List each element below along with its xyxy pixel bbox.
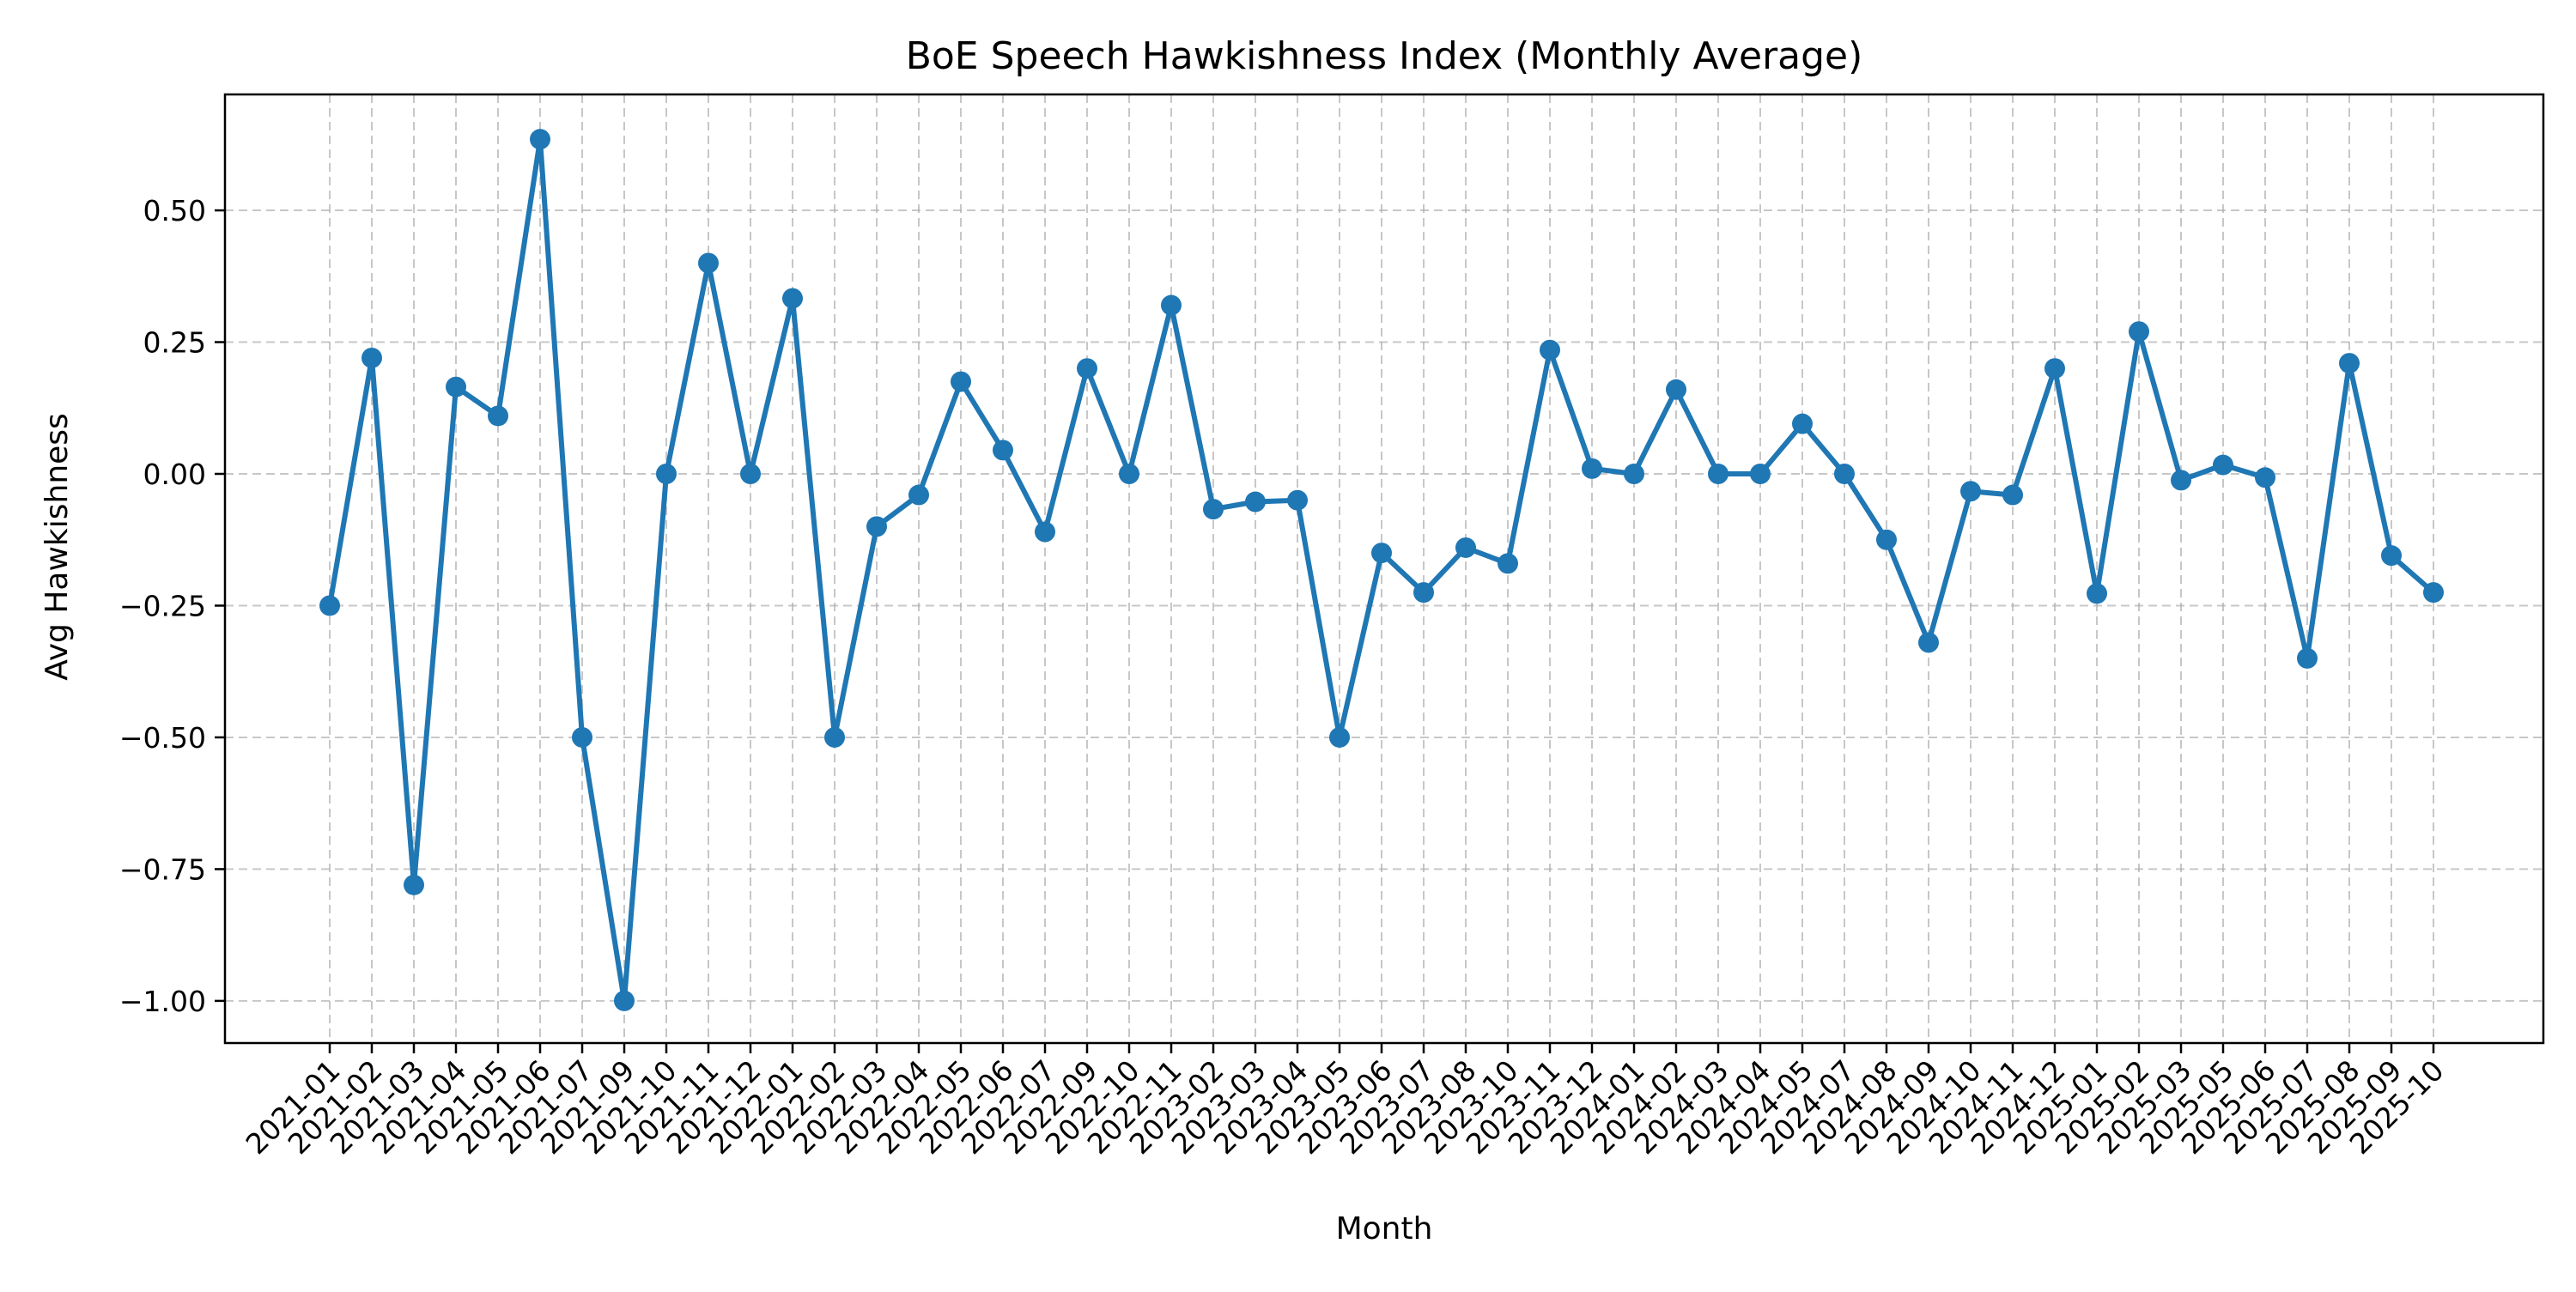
y-tick-label: −0.25 <box>119 589 206 622</box>
data-point <box>1287 489 1308 511</box>
data-point <box>1329 726 1350 748</box>
data-point <box>1708 464 1728 484</box>
data-point <box>2255 467 2275 488</box>
data-point <box>2171 470 2191 491</box>
data-point <box>2339 353 2360 374</box>
data-point <box>2213 454 2233 476</box>
data-point <box>488 405 508 427</box>
data-point <box>1750 464 1771 484</box>
data-point <box>2087 583 2107 604</box>
y-axis-label: Avg Hawkishness <box>39 413 75 681</box>
data-point <box>1540 339 1560 361</box>
tick-layer: 2021-012021-022021-032021-042021-052021-… <box>119 194 2451 1161</box>
data-point <box>824 726 845 748</box>
data-point <box>1582 458 1602 479</box>
data-point <box>614 990 635 1011</box>
data-point <box>1203 499 1224 520</box>
data-point <box>1918 632 1939 653</box>
grid-layer <box>225 94 2543 1043</box>
data-point <box>740 464 761 484</box>
data-point <box>319 595 340 616</box>
data-point <box>404 874 424 895</box>
data-point <box>1119 464 1139 484</box>
data-point <box>1161 294 1182 316</box>
x-axis-label: Month <box>1336 1211 1433 1247</box>
data-point <box>866 516 887 537</box>
data-point <box>2002 484 2023 506</box>
data-point <box>993 440 1013 461</box>
plot-frame <box>223 93 2545 1045</box>
data-point <box>1371 543 1392 564</box>
data-point <box>1960 481 1981 502</box>
y-tick-label: −0.75 <box>119 852 206 886</box>
data-point <box>1413 582 1434 604</box>
data-point <box>2297 647 2318 669</box>
data-point <box>1455 537 1476 558</box>
data-point <box>1834 464 1855 484</box>
data-point <box>2129 321 2149 343</box>
data-point <box>1498 553 1518 574</box>
data-point <box>656 464 677 484</box>
data-point <box>1035 521 1055 543</box>
data-point <box>2423 582 2444 604</box>
chart-title: BoE Speech Hawkishness Index (Monthly Av… <box>906 34 1863 78</box>
data-point <box>698 252 719 274</box>
y-tick-label: −0.50 <box>119 721 206 755</box>
data-point <box>1666 379 1686 400</box>
data-point <box>782 288 803 309</box>
data-point <box>1245 491 1266 513</box>
data-point <box>1876 529 1897 550</box>
y-tick-label: 0.25 <box>143 326 206 360</box>
data-point <box>908 484 929 506</box>
y-tick-label: 0.00 <box>143 458 206 491</box>
series-layer <box>319 129 2444 1011</box>
data-point <box>361 347 382 368</box>
data-point <box>530 129 550 150</box>
y-tick-label: 0.50 <box>143 194 206 227</box>
data-point <box>1077 358 1097 379</box>
data-point <box>2381 545 2402 567</box>
data-point <box>572 726 592 748</box>
y-tick-label: −1.00 <box>119 985 206 1018</box>
data-point <box>446 376 466 397</box>
data-point <box>951 371 971 392</box>
data-point <box>1624 464 1644 484</box>
data-point <box>2044 358 2065 379</box>
data-point <box>1792 413 1813 434</box>
